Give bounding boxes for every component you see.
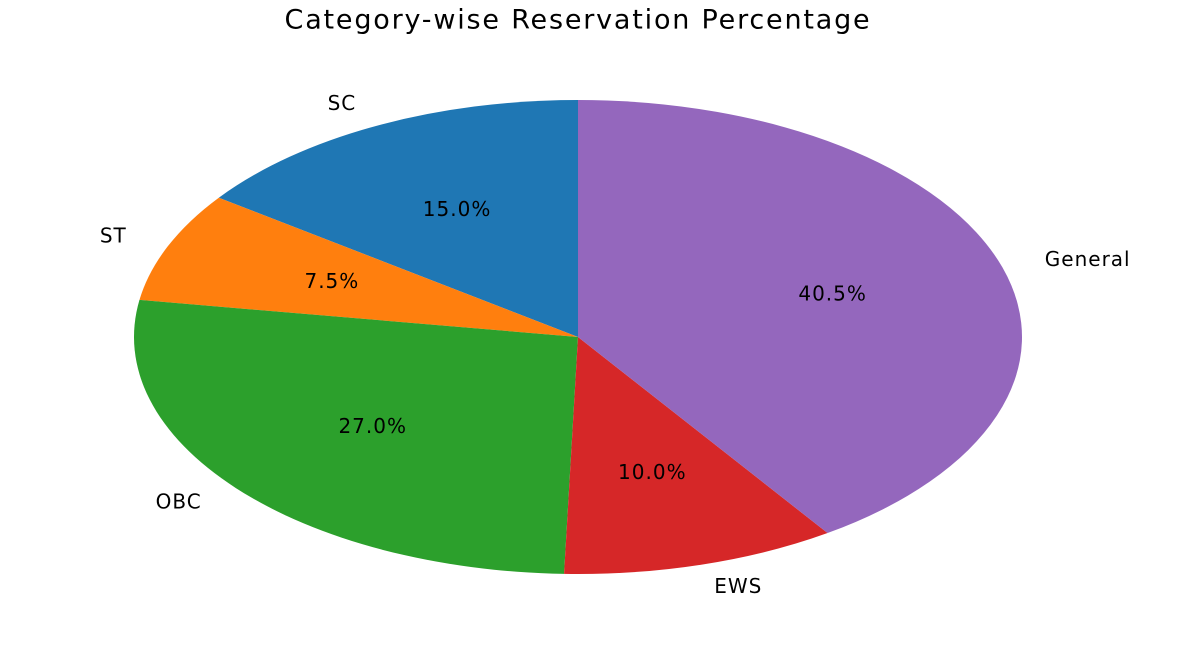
pie-slice	[134, 299, 579, 574]
pie-slice	[218, 100, 578, 337]
pie-slice	[139, 197, 578, 337]
value-label: 27.0%	[338, 414, 407, 438]
category-label: EWS	[714, 574, 762, 598]
category-label: General	[1045, 247, 1131, 271]
pie-slice	[564, 337, 828, 574]
value-label: 40.5%	[798, 282, 867, 306]
value-label: 15.0%	[423, 197, 492, 221]
value-label: 7.5%	[304, 269, 359, 293]
chart-title: Category-wise Reservation Percentage	[285, 5, 872, 36]
category-label: ST	[100, 224, 127, 248]
value-label: 10.0%	[618, 460, 687, 484]
category-label: OBC	[156, 490, 202, 514]
category-label: SC	[328, 91, 357, 115]
pie-slice	[578, 100, 1022, 534]
